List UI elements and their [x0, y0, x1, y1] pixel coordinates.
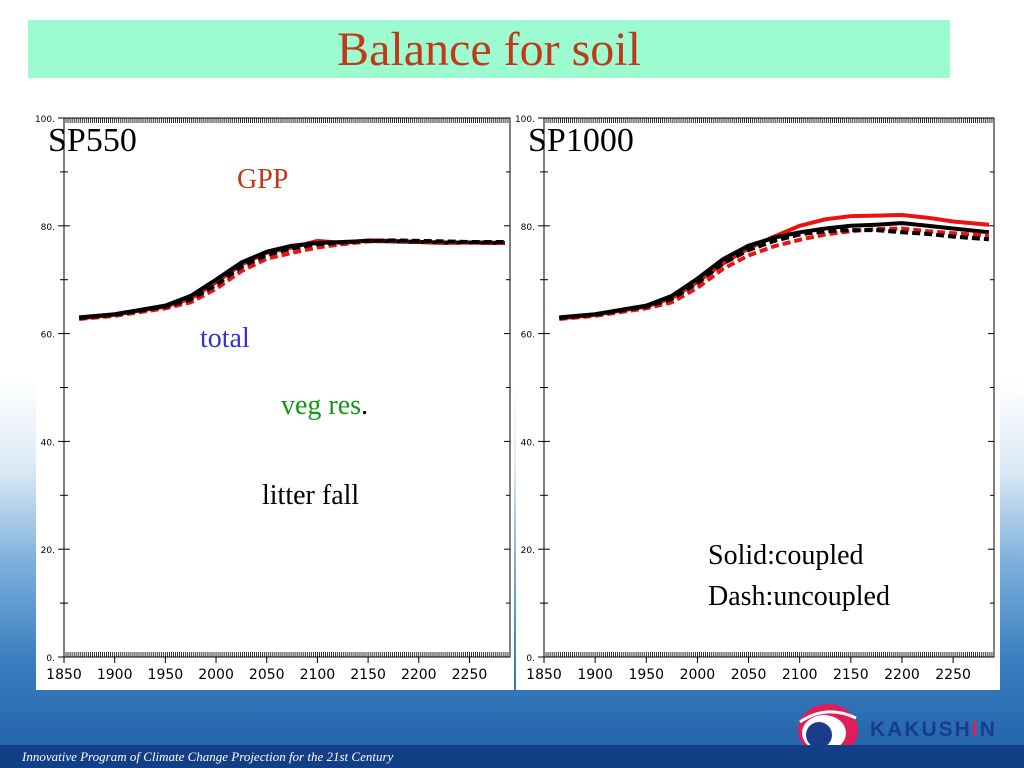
x-tick-label: 2050	[249, 667, 285, 683]
label-gpp: GPP	[237, 164, 289, 195]
y-tick-label: 80.	[521, 223, 535, 233]
y-tick-label: 0.	[46, 654, 55, 664]
chart-sp1000: 1850 1900 1950 2000 2050 2100 2150 2200 2250 0. 20…	[516, 100, 1000, 690]
x-tick-label: 2200	[401, 667, 437, 683]
title-banner: Balance for soil	[28, 20, 950, 78]
x-tick-label: 2200	[884, 667, 920, 683]
series-line-dash-red	[559, 226, 990, 321]
series-line-dash-black	[559, 228, 990, 320]
x-tick-label: 1900	[97, 667, 133, 683]
y-tick-label: 40.	[521, 438, 535, 448]
x-tick-label: 2250	[935, 667, 971, 683]
x-tick-label: 2000	[680, 667, 716, 683]
y-tick-label: 80.	[41, 223, 55, 233]
x-tick-label: 1850	[526, 667, 562, 683]
y-tick-label: 20.	[41, 546, 55, 556]
legend-solid: Solid:coupled	[708, 540, 864, 571]
logo-text-i: I	[971, 718, 980, 741]
legend-dash: Dash:uncoupled	[708, 581, 890, 612]
label-total: total	[200, 323, 250, 354]
x-tick-label: 1950	[148, 667, 184, 683]
logo-text-a: KAKUSH	[870, 718, 972, 741]
label-veg-res-text: veg res	[281, 390, 362, 421]
kakushin-logo-icon	[798, 704, 858, 756]
x-tick-label: 2250	[452, 667, 488, 683]
label-veg-res-dot: .	[361, 390, 369, 421]
series-line-solid-black	[559, 221, 990, 320]
chart-sp1000-svg: 1850 1900 1950 2000 2050 2100 2150 2200 2250 0. 20…	[516, 115, 995, 683]
y-tick-label: 100.	[516, 115, 535, 125]
chart-sp550: 1850 1900 1950 2000 2050 2100 2150 2200 2250 0. 20…	[36, 100, 514, 690]
series-line-solid-red	[559, 213, 990, 321]
series-line-dash-red	[79, 238, 505, 321]
y-tick-label: 0.	[526, 654, 535, 664]
x-tick-label: 2100	[300, 667, 336, 683]
x-tick-label: 1900	[577, 667, 613, 683]
x-tick-label: 2000	[198, 667, 234, 683]
footer-bar: Innovative Program of Climate Change Pro…	[0, 745, 1024, 768]
series-line-solid-red	[78, 238, 505, 321]
footer-text: Innovative Program of Climate Change Pro…	[22, 749, 394, 764]
kakushin-logo-text: KAKUSHIN	[870, 718, 997, 742]
panel-label-sp550: SP550	[48, 122, 137, 159]
chart-sp550-svg: 1850 1900 1950 2000 2050 2100 2150 2200 2250 0. 20…	[36, 115, 511, 683]
plot-frame	[63, 117, 511, 658]
logo-text-b: N	[979, 718, 997, 741]
x-tick-label: 2050	[731, 667, 767, 683]
panel-label-sp1000: SP1000	[528, 122, 634, 159]
y-tick-label: 100.	[36, 115, 55, 125]
x-tick-label: 2100	[782, 667, 818, 683]
x-tick-label: 1950	[628, 667, 664, 683]
x-tick-label: 2150	[350, 667, 386, 683]
y-tick-label: 60.	[41, 331, 55, 341]
x-tick-label: 1850	[46, 667, 82, 683]
slide-title: Balance for soil	[337, 23, 641, 76]
series-line-solid-black	[79, 238, 505, 320]
y-tick-label: 20.	[521, 546, 535, 556]
kakushin-logo: KAKUSHIN	[796, 702, 1016, 758]
label-litter-fall: litter fall	[262, 480, 360, 511]
y-tick-label: 60.	[521, 331, 535, 341]
series-line-dash-black	[79, 238, 505, 320]
x-tick-label: 2150	[833, 667, 869, 683]
y-tick-label: 40.	[41, 438, 55, 448]
label-veg-res: veg res.	[281, 390, 368, 422]
plot-frame	[543, 117, 995, 658]
